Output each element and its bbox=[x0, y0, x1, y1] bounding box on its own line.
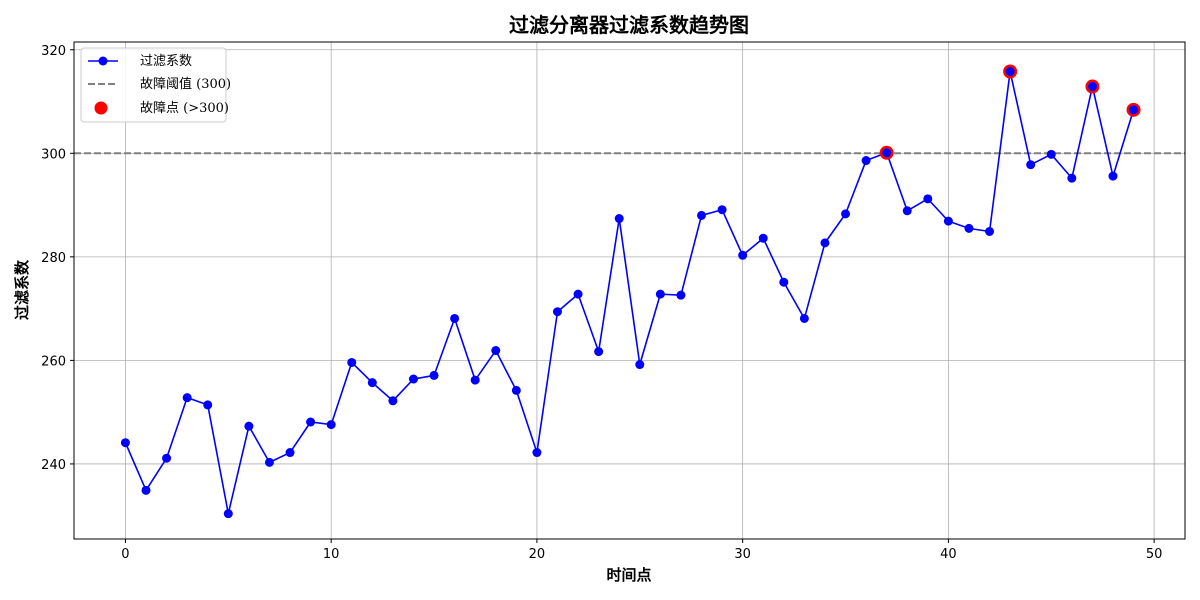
data-point bbox=[388, 396, 398, 406]
data-point bbox=[1108, 171, 1118, 181]
series-line-group bbox=[124, 70, 1135, 515]
legend-box bbox=[80, 47, 227, 123]
data-point bbox=[223, 509, 233, 519]
y-tick-label: 300 bbox=[41, 147, 66, 162]
y-axis-ticks: 240 260 280 300 320 bbox=[41, 44, 74, 473]
x-tick-label: 20 bbox=[529, 547, 546, 562]
data-point bbox=[347, 357, 357, 367]
data-point bbox=[141, 485, 151, 495]
data-point bbox=[738, 250, 748, 260]
data-point bbox=[408, 374, 418, 384]
data-point bbox=[902, 206, 912, 216]
data-point bbox=[285, 448, 295, 458]
data-point bbox=[964, 223, 974, 233]
data-point bbox=[1046, 149, 1056, 159]
data-point bbox=[758, 233, 768, 243]
data-point bbox=[614, 214, 624, 224]
legend: 过滤系数 故障阈值 (300) 故障点 (>300) bbox=[80, 47, 231, 123]
x-tick-label: 40 bbox=[940, 547, 957, 562]
data-point bbox=[306, 417, 316, 427]
data-point bbox=[676, 290, 686, 300]
legend-series-marker bbox=[98, 56, 108, 66]
data-point bbox=[697, 210, 707, 220]
data-point bbox=[841, 209, 851, 219]
y-tick-label: 260 bbox=[41, 354, 66, 369]
data-point bbox=[779, 277, 789, 287]
data-point bbox=[799, 313, 809, 323]
data-point bbox=[244, 421, 254, 431]
fault-points-group bbox=[879, 64, 1141, 160]
legend-fault-marker bbox=[94, 101, 108, 115]
y-axis-label: 过滤系数 bbox=[13, 259, 31, 320]
data-point bbox=[532, 448, 542, 458]
data-point bbox=[1129, 105, 1139, 115]
data-point bbox=[552, 307, 562, 317]
data-point bbox=[861, 156, 871, 166]
data-point bbox=[367, 378, 377, 388]
data-point bbox=[264, 457, 274, 467]
legend-threshold-label: 故障阈值 (300) bbox=[140, 76, 231, 92]
chart-title: 过滤分离器过滤系数趋势图 bbox=[509, 13, 749, 37]
data-point bbox=[594, 347, 604, 357]
x-axis-ticks: 0 10 20 30 40 50 bbox=[121, 539, 1162, 562]
data-point bbox=[450, 313, 460, 323]
y-tick-label: 320 bbox=[41, 44, 66, 59]
x-axis-label: 时间点 bbox=[606, 566, 651, 584]
data-point bbox=[1087, 82, 1097, 92]
x-tick-label: 10 bbox=[323, 547, 340, 562]
data-point bbox=[182, 393, 192, 403]
data-point bbox=[820, 238, 830, 248]
data-point bbox=[120, 438, 130, 448]
x-tick-label: 30 bbox=[734, 547, 751, 562]
data-point bbox=[1026, 160, 1036, 170]
data-point bbox=[162, 453, 172, 463]
data-point bbox=[1005, 67, 1015, 77]
data-point bbox=[923, 194, 933, 204]
data-point bbox=[429, 370, 439, 380]
y-tick-label: 280 bbox=[41, 251, 66, 266]
legend-series-label: 过滤系数 bbox=[140, 54, 192, 69]
x-tick-label: 0 bbox=[121, 547, 129, 562]
legend-fault-label: 故障点 (>300) bbox=[140, 101, 229, 116]
data-point bbox=[326, 420, 336, 430]
data-point bbox=[655, 289, 665, 299]
data-point bbox=[511, 385, 521, 395]
data-point bbox=[635, 360, 645, 370]
data-point bbox=[573, 289, 583, 299]
plot-frame bbox=[73, 41, 1186, 540]
data-point bbox=[203, 400, 213, 410]
series-polyline bbox=[124, 70, 1135, 515]
data-point bbox=[470, 375, 480, 385]
data-points-group bbox=[120, 67, 1139, 519]
y-tick-label: 240 bbox=[41, 458, 66, 473]
data-point bbox=[882, 148, 892, 158]
data-point bbox=[491, 346, 501, 356]
x-tick-label: 50 bbox=[1146, 547, 1163, 562]
data-point bbox=[1067, 173, 1077, 183]
data-point bbox=[717, 205, 727, 215]
data-point bbox=[943, 216, 953, 226]
data-point bbox=[985, 226, 995, 236]
